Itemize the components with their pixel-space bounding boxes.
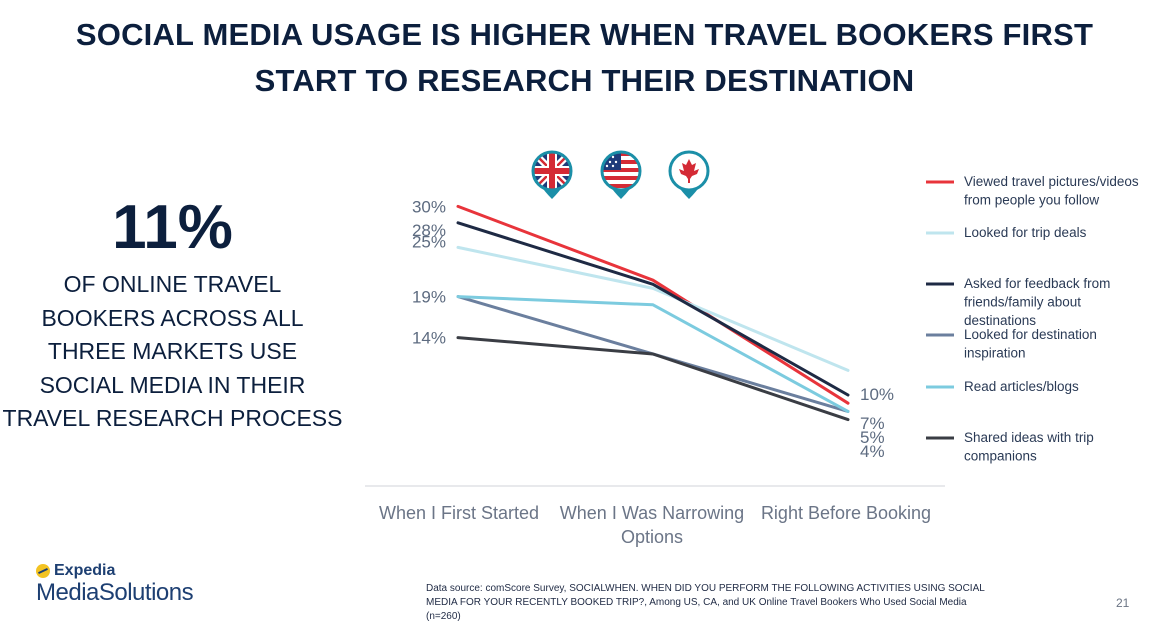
legend: Viewed travel pictures/videos from people…	[926, 174, 1139, 464]
legend-label: Looked for destination	[964, 327, 1097, 342]
title-line-1: SOCIAL MEDIA USAGE IS HIGHER WHEN TRAVEL…	[75, 17, 1094, 52]
stat-line: THREE MARKETS USE	[47, 338, 298, 364]
start-value-label: 19%	[412, 288, 446, 307]
start-value-label: 14%	[412, 329, 446, 348]
legend-label: Looked for trip deals	[964, 225, 1087, 240]
expedia-logo: Expedia MediaSolutions	[36, 562, 194, 606]
start-value-label: 28%	[412, 221, 446, 240]
legend-label: Read articles/blogs	[964, 379, 1079, 394]
x-tick-label: Options	[621, 527, 683, 547]
legend-label: from people you follow	[964, 193, 1099, 208]
us-flag-pin-icon	[600, 150, 642, 199]
stat-line: TRAVEL RESEARCH PROCESS	[2, 405, 343, 431]
legend-label: inspiration	[964, 346, 1026, 361]
legend-label: Viewed travel pictures/videos	[964, 174, 1139, 189]
series-line	[456, 221, 850, 397]
end-value-label: 10%	[860, 385, 894, 404]
headline-stat: 11%	[112, 193, 233, 262]
series-layer	[456, 204, 850, 422]
canada-flag-pin-icon	[668, 150, 710, 199]
end-value-label: 7%	[860, 414, 885, 433]
x-tick-label: When I First Started	[379, 503, 539, 523]
stat-line: SOCIAL MEDIA IN THEIR	[39, 371, 306, 398]
uk-flag-pin-icon	[531, 150, 573, 199]
x-tick-label: Right Before Booking	[761, 503, 931, 523]
legend-label: Shared ideas with trip	[964, 430, 1094, 445]
page-title: SOCIAL MEDIA USAGE IS HIGHER WHEN TRAVEL…	[0, 12, 1169, 104]
legend-label: friends/family about	[964, 295, 1081, 310]
legend-label: Asked for feedback from	[964, 276, 1110, 291]
x-tick-label: When I Was Narrowing	[560, 503, 744, 523]
logo-line-2: MediaSolutions	[36, 579, 194, 606]
series-line	[456, 336, 850, 422]
logo-line-1: Expedia	[54, 562, 116, 579]
expedia-globe-icon	[36, 564, 50, 578]
series-line	[456, 204, 850, 405]
legend-label: destinations	[964, 313, 1036, 328]
series-line	[456, 295, 850, 413]
end-value-label: 5%	[860, 428, 885, 447]
title-line-2: START TO RESEARCH THEIR DESTINATION	[254, 63, 915, 98]
stat-line: BOOKERS ACROSS ALL	[41, 304, 304, 331]
labels-layer: 30% 28%25% 19% 14% 10% 7%5%4% When I First Sta…	[379, 197, 931, 547]
start-value-label: 30%	[412, 197, 446, 216]
stat-line: OF ONLINE TRAVEL	[63, 271, 282, 297]
start-value-label: 25%	[412, 232, 446, 251]
end-value-label: 4%	[860, 442, 885, 461]
data-source-note: Data source: comScore Survey, SOCIALWHEN…	[426, 583, 985, 622]
stat-description: OF ONLINE TRAVEL BOOKERS ACROSS ALL THRE…	[0, 268, 345, 436]
legend-label: companions	[964, 449, 1037, 464]
series-line	[456, 245, 850, 372]
page-number: 21	[1116, 596, 1130, 610]
